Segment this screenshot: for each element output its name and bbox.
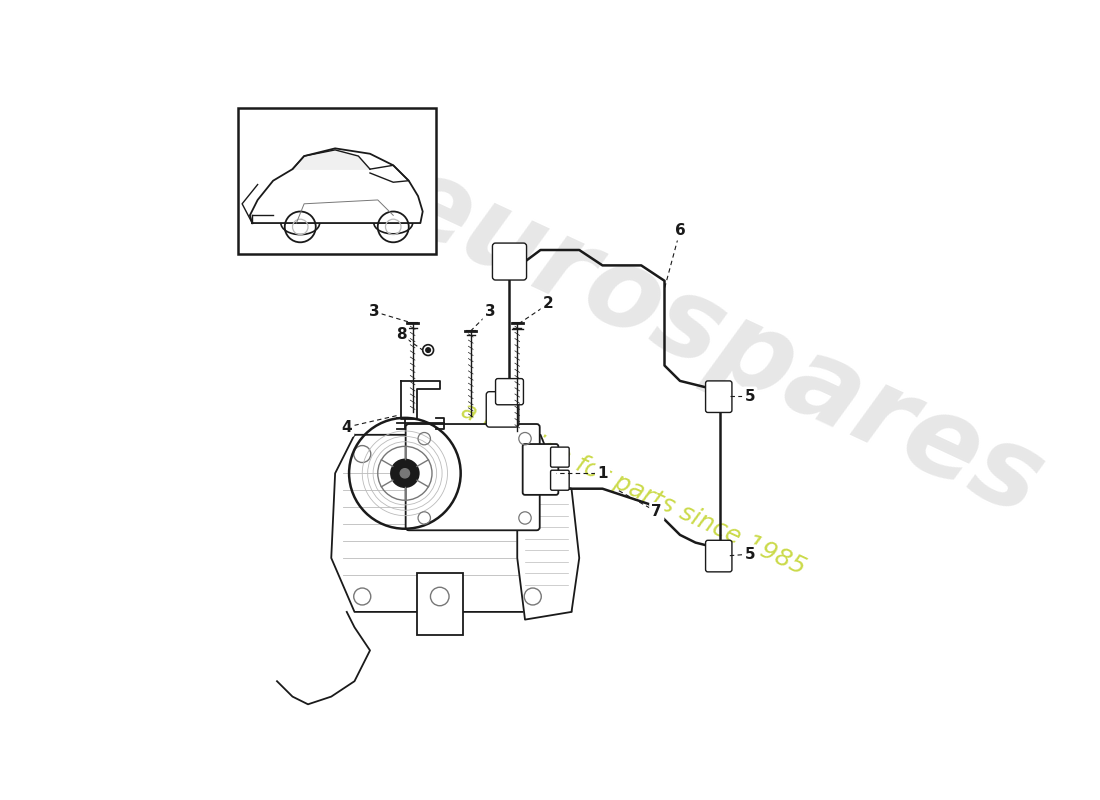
FancyBboxPatch shape bbox=[551, 447, 569, 467]
Text: a passion for parts since 1985: a passion for parts since 1985 bbox=[458, 398, 810, 579]
Text: eurospares: eurospares bbox=[377, 146, 1059, 539]
Text: 7: 7 bbox=[651, 504, 662, 519]
FancyBboxPatch shape bbox=[495, 378, 524, 405]
Text: 3: 3 bbox=[485, 304, 495, 319]
FancyBboxPatch shape bbox=[486, 392, 519, 427]
Polygon shape bbox=[517, 474, 580, 619]
Text: 6: 6 bbox=[674, 223, 685, 238]
Polygon shape bbox=[331, 435, 572, 612]
Text: 5: 5 bbox=[745, 389, 755, 404]
Text: 1: 1 bbox=[597, 466, 607, 481]
Circle shape bbox=[426, 348, 430, 353]
Text: 4: 4 bbox=[341, 419, 352, 434]
FancyBboxPatch shape bbox=[522, 444, 559, 495]
Text: 8: 8 bbox=[396, 327, 406, 342]
Text: 5: 5 bbox=[745, 546, 755, 562]
Text: 2: 2 bbox=[543, 296, 553, 311]
FancyBboxPatch shape bbox=[406, 424, 540, 530]
Bar bbox=[417, 574, 463, 635]
Polygon shape bbox=[293, 150, 370, 169]
FancyBboxPatch shape bbox=[493, 243, 527, 280]
FancyBboxPatch shape bbox=[705, 381, 732, 413]
FancyBboxPatch shape bbox=[551, 470, 569, 490]
Bar bbox=[239, 107, 436, 254]
Circle shape bbox=[390, 459, 419, 487]
Text: 3: 3 bbox=[368, 304, 379, 319]
Polygon shape bbox=[402, 381, 440, 419]
Circle shape bbox=[400, 469, 409, 478]
FancyBboxPatch shape bbox=[705, 540, 732, 572]
